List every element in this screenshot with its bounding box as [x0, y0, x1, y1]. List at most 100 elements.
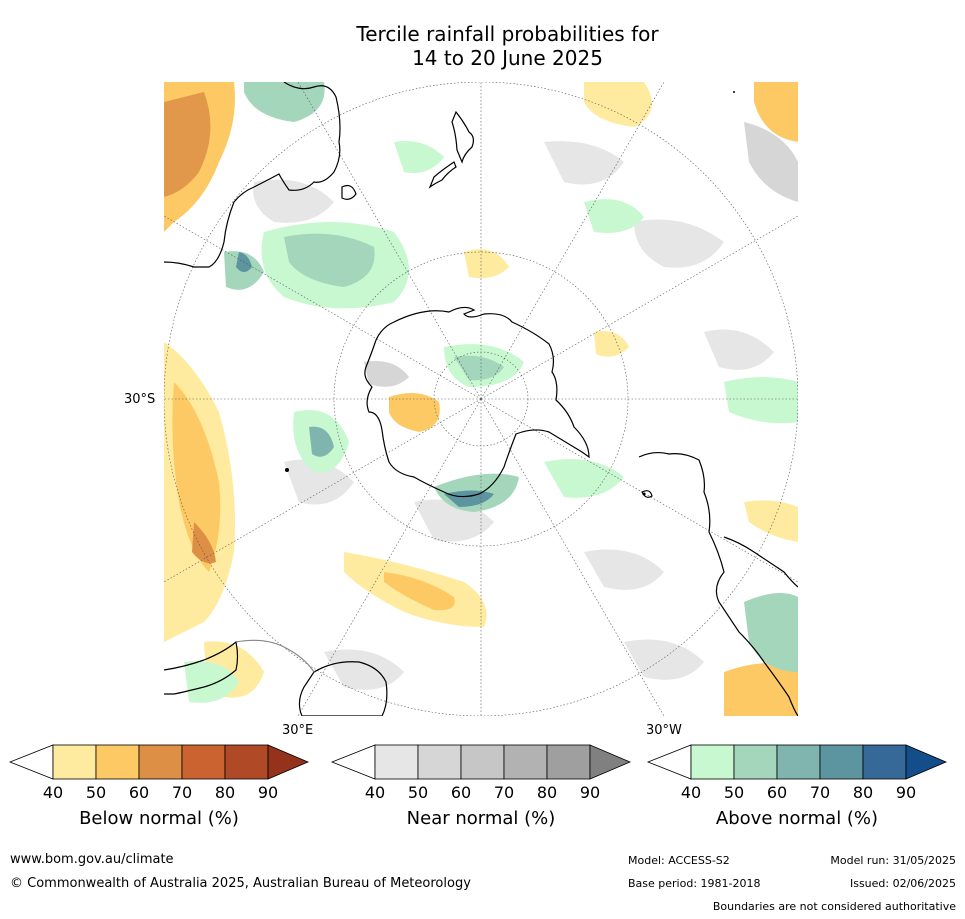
above-patch [309, 426, 334, 457]
tick-label: 80 [852, 783, 874, 802]
below-patch [192, 522, 216, 564]
below-patch [389, 393, 440, 432]
colorbar-above-label: Above normal (%) [715, 808, 879, 829]
tick-label: 50 [85, 783, 107, 802]
above-patch [724, 377, 798, 424]
issued-text: Issued: 02/06/2025 [849, 877, 956, 890]
tick-label: 60 [766, 783, 788, 802]
meridian-line [480, 398, 798, 583]
near-patch [634, 219, 724, 268]
southern-africa-interior-border [235, 639, 315, 673]
antarctica-coastline [364, 306, 590, 498]
colorbar-above-bin [819, 744, 864, 780]
madagascar-coastline [298, 661, 388, 716]
tick-label: 50 [407, 783, 429, 802]
tick-label: 70 [493, 783, 515, 802]
colorbar-below-bin [95, 744, 140, 780]
above-patch [544, 459, 624, 498]
below-patch [594, 331, 629, 357]
below-patch [172, 382, 221, 572]
below-patch [724, 663, 798, 716]
colorbar-above-bin [733, 744, 778, 780]
coastlines [164, 82, 798, 716]
map-canvas [164, 82, 798, 716]
tick-label: 80 [214, 783, 236, 802]
near-patch [364, 361, 409, 387]
south-america-coastline [638, 451, 798, 716]
near-patch [284, 459, 354, 505]
meridian-line [480, 215, 798, 400]
colorbar-near-bin [546, 744, 591, 780]
near-patch [744, 122, 798, 202]
above-patch [584, 199, 644, 233]
colorbar-above-bin [862, 744, 907, 780]
new-zealand-north-coastline [451, 110, 475, 164]
island [733, 91, 735, 93]
tick-label: 40 [364, 783, 386, 802]
near-patch [704, 329, 774, 370]
tick-label: 70 [809, 783, 831, 802]
meridian-line [164, 215, 482, 400]
copyright-text: © Commonwealth of Australia 2025, Austra… [10, 876, 471, 891]
above-patch [394, 141, 444, 173]
above-normal-shading [184, 82, 798, 703]
above-patch [444, 490, 494, 507]
colorbar-near-bin [460, 744, 505, 780]
meridian-line [164, 398, 482, 583]
below-patch [744, 500, 798, 542]
below-patch [464, 249, 509, 279]
colorbar-above-bin [690, 744, 735, 780]
tick-label: 70 [171, 783, 193, 802]
meridian-line [480, 398, 665, 716]
colorbar-near-label: Near normal (%) [406, 808, 556, 829]
website-link[interactable]: www.bom.gov.au/climate [10, 852, 174, 867]
below-patch [164, 92, 211, 197]
colorbar-near-low-arrow [330, 744, 376, 780]
colorbar-near-bin [417, 744, 462, 780]
above-patch [184, 661, 239, 703]
tick-label: 80 [536, 783, 558, 802]
colorbar-below-bin [181, 744, 226, 780]
colorbar-below [8, 744, 310, 780]
model-run-text: Model run: 31/05/2025 [830, 854, 956, 867]
meridian-line [297, 398, 482, 716]
disclaimer-text: Boundaries are not considered authoritat… [712, 900, 956, 913]
island [285, 468, 289, 472]
colorbar-below-bin [224, 744, 269, 780]
below-patch [754, 82, 798, 142]
tick-label: 90 [895, 783, 917, 802]
colorbar-near [330, 744, 632, 780]
small-islands [285, 91, 735, 496]
colorbar-above [646, 744, 948, 780]
colorbar-above-bin [776, 744, 821, 780]
colorbar-above-high-arrow [905, 744, 948, 780]
lat-label-30s: 30°S [124, 392, 156, 407]
above-patch [284, 233, 375, 287]
tick-label: 90 [257, 783, 279, 802]
australia-coastline [164, 82, 341, 268]
title-line-2: 14 to 20 June 2025 [412, 46, 603, 70]
title-line-1: Tercile rainfall probabilities for [356, 22, 659, 46]
above-patch [244, 82, 325, 122]
tasmania-coastline [341, 184, 357, 200]
meridian-line [480, 82, 665, 400]
colorbar-above-low-arrow [646, 744, 692, 780]
tick-label: 50 [723, 783, 745, 802]
near-patch [253, 179, 334, 223]
tick-label: 60 [128, 783, 150, 802]
africa-coastline [164, 640, 239, 695]
south-america-east-coastline [723, 536, 798, 588]
tick-label: 40 [680, 783, 702, 802]
near-patch [324, 649, 404, 690]
base-period-text: Base period: 1981-2018 [628, 877, 761, 890]
falklands-coastline [641, 490, 653, 498]
colorbar-below-low-arrow [8, 744, 54, 780]
tick-label: 40 [42, 783, 64, 802]
lon-label-30e: 30°E [282, 723, 314, 738]
colorbar-below-label: Below normal (%) [79, 808, 239, 829]
colorbar-below-bin [52, 744, 97, 780]
polar-map [164, 82, 798, 716]
near-patch [544, 141, 624, 185]
near-normal-shading [253, 122, 798, 690]
tick-label: 90 [579, 783, 601, 802]
